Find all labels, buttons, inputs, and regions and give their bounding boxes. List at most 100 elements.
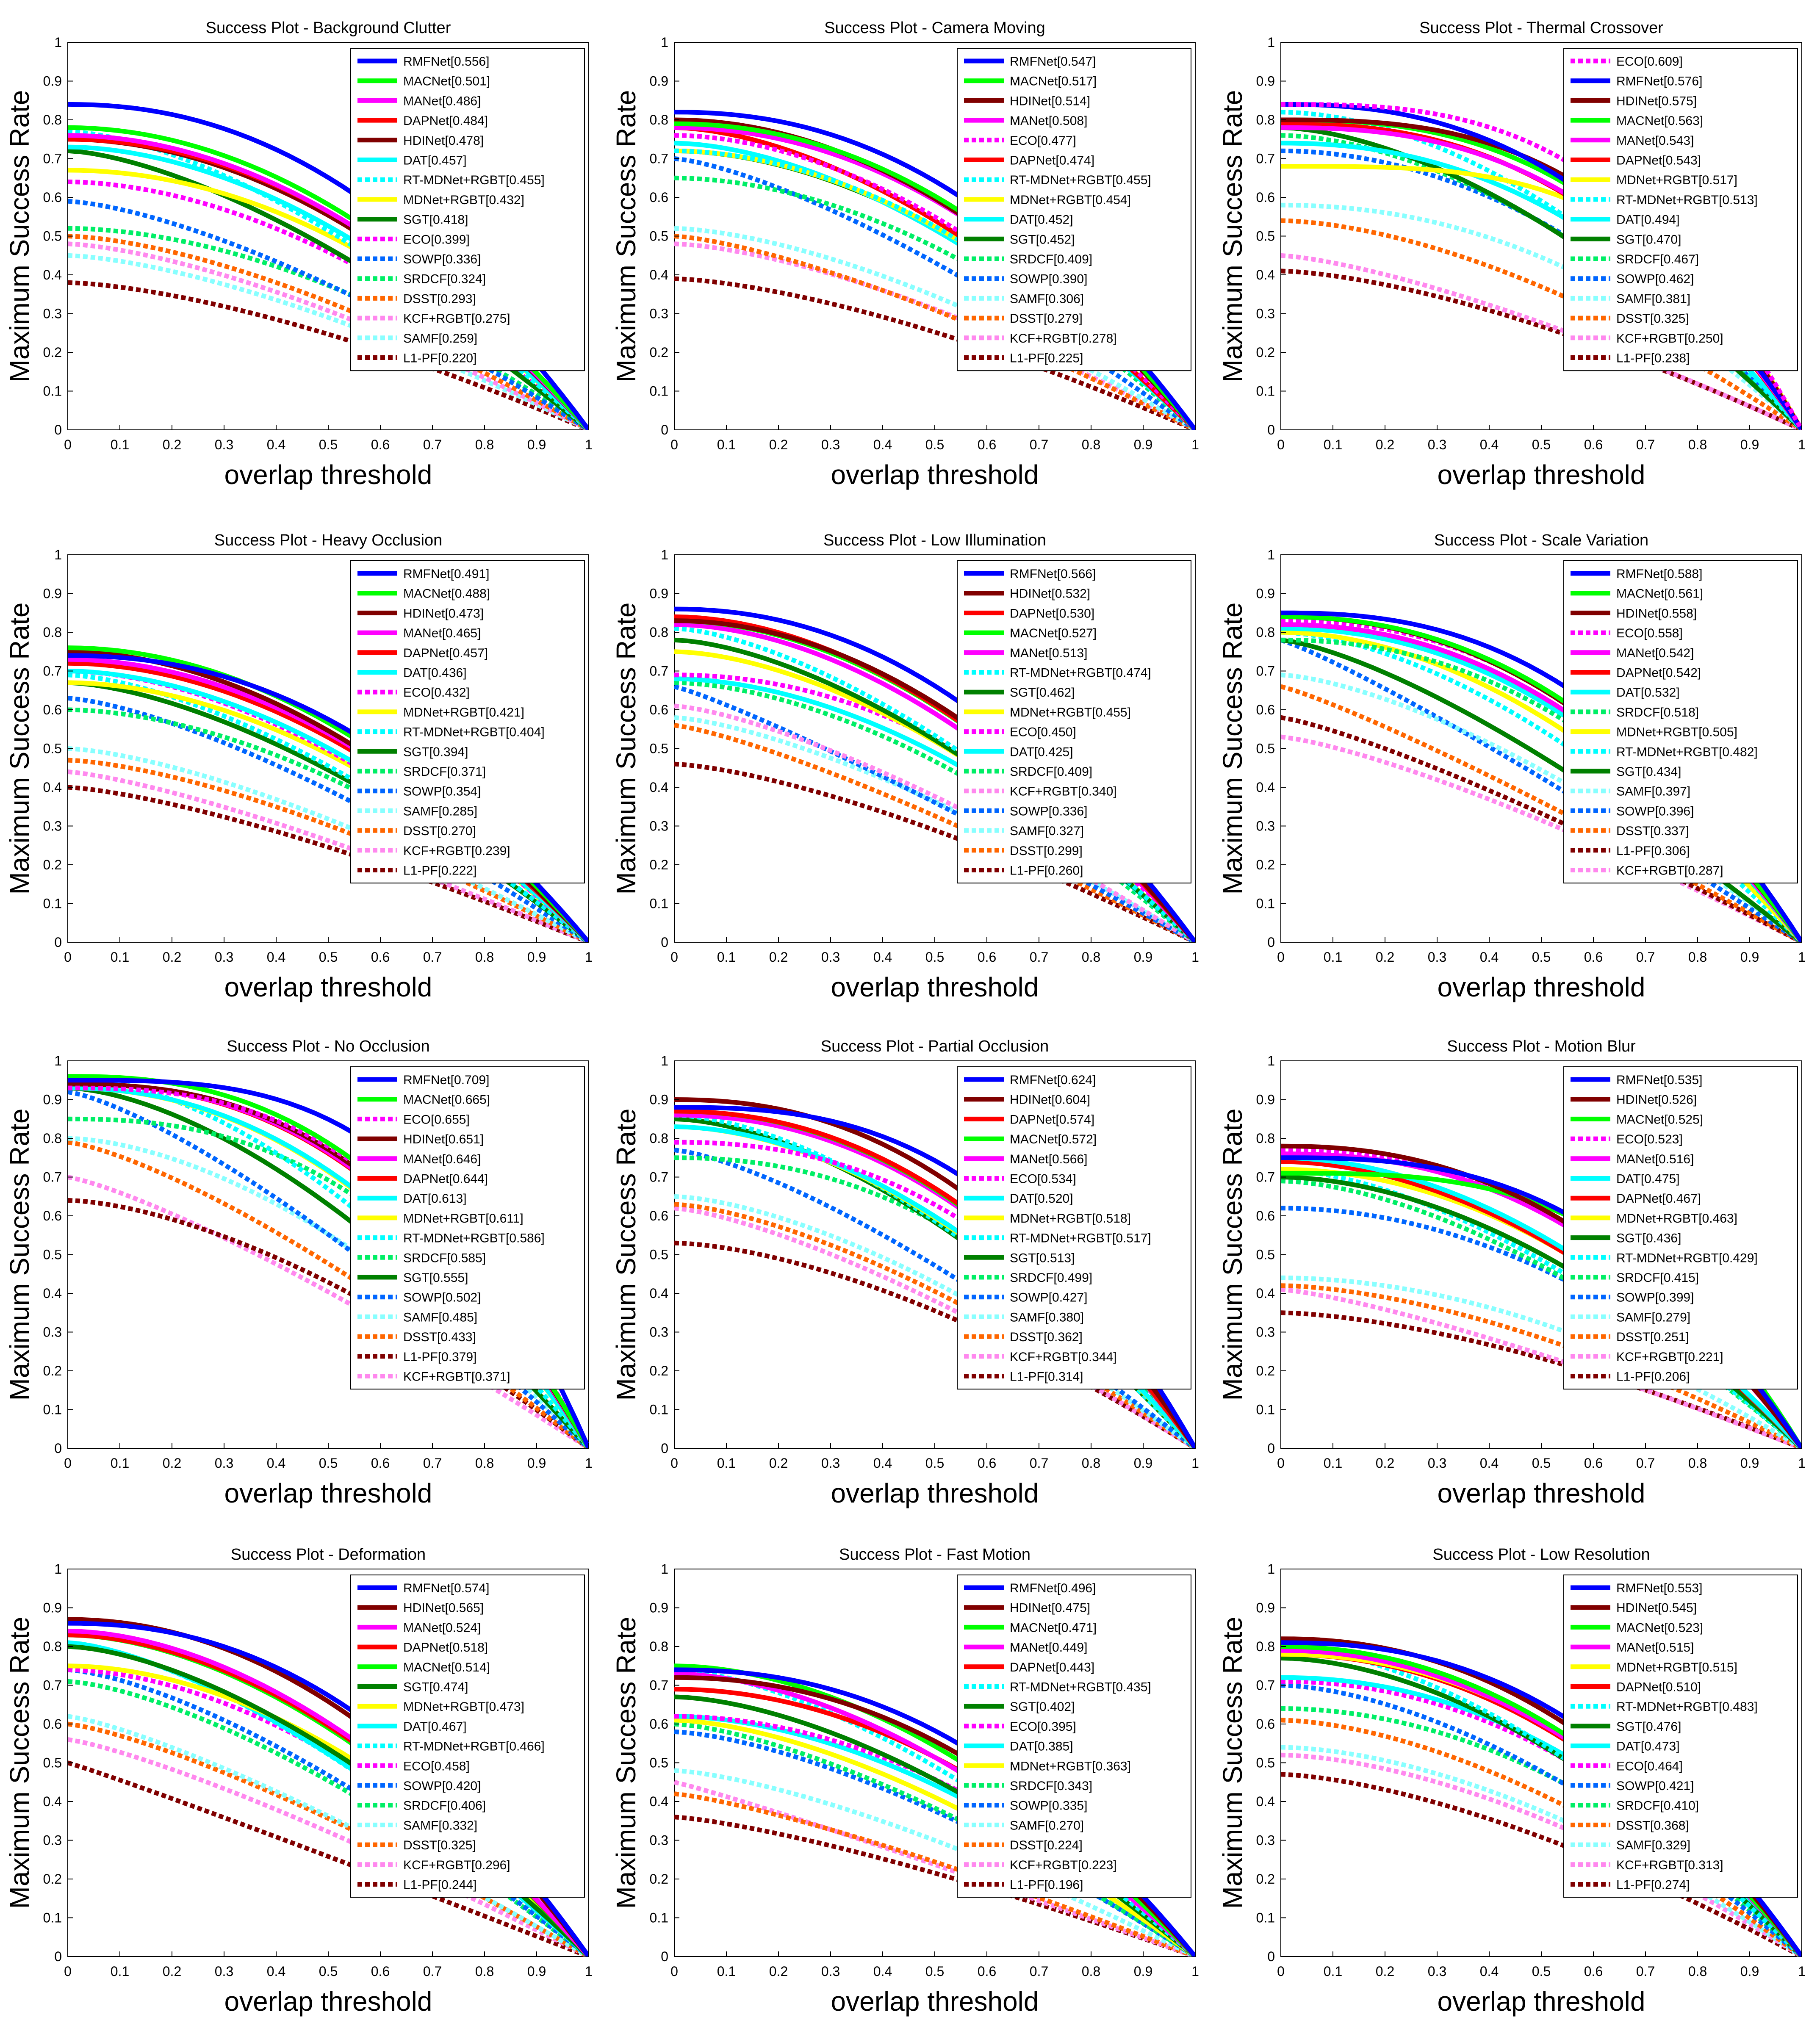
legend-series-score: 0.477 bbox=[1041, 134, 1072, 148]
legend-entry: RT-MDNet+RGBT[0.483] bbox=[1616, 1700, 1758, 1714]
series-line-l1-pf bbox=[674, 276, 1195, 430]
x-tick-label: 0.7 bbox=[1030, 949, 1048, 965]
legend-bracket: [ bbox=[471, 312, 475, 326]
x-tick-label: 0.5 bbox=[925, 1964, 944, 1979]
y-axis-label: Maximum Success Rate bbox=[611, 1617, 641, 1909]
legend-series-name: KCF+RGBT bbox=[1010, 332, 1078, 346]
legend-series-name: SAMF bbox=[1010, 292, 1045, 306]
legend-series-name: RMFNet bbox=[403, 55, 451, 69]
legend-bracket: [ bbox=[1651, 1310, 1655, 1324]
legend-bracket: ] bbox=[1690, 1779, 1694, 1793]
legend-series-name: SGT bbox=[1616, 1720, 1643, 1734]
chart-panel: Success Plot - Partial Occlusion 0 0.1 0.2 0… bbox=[611, 1038, 1199, 1508]
legend-series-name: SGT bbox=[1010, 1700, 1036, 1714]
legend-entry: DAPNet[0.574] bbox=[1010, 1112, 1094, 1126]
legend-series-score: 0.585 bbox=[451, 1251, 482, 1265]
legend-bracket: ] bbox=[487, 1660, 490, 1674]
legend-entry: RT-MDNet+RGBT[0.466] bbox=[403, 1740, 545, 1754]
legend-bracket: [ bbox=[1053, 1779, 1057, 1793]
legend-series-name: DAPNet bbox=[1010, 606, 1056, 620]
legend-bracket: [ bbox=[1045, 824, 1049, 838]
legend-series-name: RT-MDNet+RGBT bbox=[1010, 173, 1112, 187]
legend-bracket: [ bbox=[447, 765, 451, 779]
legend-series-score: 0.611 bbox=[489, 1212, 520, 1226]
legend-bracket: [ bbox=[1112, 173, 1116, 187]
legend-series-name: KCF+RGBT bbox=[1010, 785, 1078, 799]
legend-series-score: 0.409 bbox=[1057, 765, 1089, 779]
legend-bracket: [ bbox=[1655, 804, 1659, 818]
legend-series-score: 0.476 bbox=[1646, 1720, 1678, 1734]
legend-series-name: SAMF bbox=[1616, 292, 1651, 306]
legend-bracket: [ bbox=[1058, 1132, 1061, 1146]
legend-bracket: ] bbox=[482, 272, 486, 286]
legend-series-score: 0.467 bbox=[1666, 1192, 1698, 1206]
legend-series-name: MDNet+RGBT bbox=[1010, 193, 1092, 207]
x-tick-label: 0.8 bbox=[1688, 1456, 1707, 1471]
legend-series-name: RT-MDNet+RGBT bbox=[1010, 666, 1112, 680]
x-axis-label: overlap threshold bbox=[831, 1478, 1039, 1508]
legend-series-name: SRDCF bbox=[1010, 765, 1053, 779]
legend-bracket: [ bbox=[1698, 173, 1702, 187]
series-line-rt-mdnet-rgbt bbox=[674, 148, 1195, 430]
x-axis-label: overlap threshold bbox=[1438, 1478, 1645, 1508]
legend-series-score: 0.566 bbox=[1061, 567, 1092, 581]
y-tick-label: 0.5 bbox=[1256, 1247, 1275, 1262]
legend-bracket: ] bbox=[1734, 1660, 1737, 1674]
legend-bracket: ] bbox=[1734, 173, 1737, 187]
legend-bracket: [ bbox=[438, 1310, 442, 1324]
legend-entry: MACNet[0.561] bbox=[1616, 587, 1703, 601]
x-tick-label: 0.1 bbox=[1324, 437, 1342, 452]
x-axis-label: overlap threshold bbox=[1438, 459, 1645, 490]
legend-series-name: SOWP bbox=[403, 1779, 442, 1793]
x-tick-label: 0.9 bbox=[527, 1964, 546, 1979]
legend-series-score: 0.517 bbox=[1116, 1231, 1147, 1245]
y-axis-label: Maximum Success Rate bbox=[4, 603, 35, 895]
legend-series-name: ECO bbox=[1010, 134, 1037, 148]
legend-bracket: ] bbox=[1080, 1878, 1083, 1892]
legend-bracket: ] bbox=[477, 626, 481, 640]
y-axis-label: Maximum Success Rate bbox=[611, 1109, 641, 1401]
legend-series-score: 0.399 bbox=[1659, 1291, 1690, 1305]
legend-bracket: ] bbox=[1071, 232, 1075, 246]
legend-bracket: ] bbox=[1690, 1291, 1694, 1305]
x-tick-label: 0.1 bbox=[111, 949, 129, 965]
y-tick-label: 0.8 bbox=[1256, 625, 1275, 640]
legend-bracket: [ bbox=[1641, 213, 1645, 227]
legend-bracket: [ bbox=[1092, 1759, 1096, 1773]
legend-bracket: ] bbox=[1089, 252, 1092, 266]
legend-bracket: [ bbox=[451, 55, 454, 69]
legend-series-score: 0.542 bbox=[1659, 646, 1690, 660]
series-line-dsst bbox=[1281, 1283, 1802, 1448]
legend-series-score: 0.575 bbox=[1662, 94, 1693, 108]
legend-bracket: ] bbox=[487, 587, 490, 601]
legend-entry: SAMF[0.485] bbox=[403, 1310, 477, 1324]
x-tick-label: 0 bbox=[670, 1456, 678, 1471]
legend-series-name: L1-PF bbox=[1010, 1878, 1044, 1892]
legend-series-score: 0.586 bbox=[509, 1231, 541, 1245]
series-line-kcf-rgbt bbox=[674, 1206, 1195, 1448]
legend-entry: ECO[0.523] bbox=[1616, 1132, 1683, 1146]
y-tick-label: 0.9 bbox=[650, 74, 668, 89]
legend-bracket: ] bbox=[1072, 725, 1076, 739]
legend-bracket: ] bbox=[1087, 94, 1090, 108]
legend-bracket: [ bbox=[445, 606, 449, 620]
legend-bracket: ] bbox=[1690, 134, 1694, 148]
legend-entry: MACNet[0.665] bbox=[403, 1093, 490, 1107]
legend-series-score: 0.462 bbox=[1659, 272, 1690, 286]
legend-entry: DSST[0.433] bbox=[403, 1330, 476, 1344]
y-tick-label: 1 bbox=[1267, 1561, 1275, 1577]
legend-series-name: RT-MDNet+RGBT bbox=[403, 1740, 506, 1754]
legend-series-name: DAT bbox=[403, 1720, 428, 1734]
x-tick-label: 0.2 bbox=[163, 949, 181, 965]
x-tick-label: 0.7 bbox=[423, 1964, 442, 1979]
y-tick-label: 0.8 bbox=[650, 1639, 668, 1654]
legend-entry: DAT[0.475] bbox=[1616, 1172, 1680, 1186]
legend-entry: SGT[0.394] bbox=[403, 745, 468, 759]
legend-series-score: 0.457 bbox=[431, 154, 463, 168]
legend-bracket: ] bbox=[1685, 312, 1689, 326]
legend-bracket: ] bbox=[487, 1093, 490, 1107]
y-tick-label: 1 bbox=[661, 547, 668, 562]
x-tick-label: 0.2 bbox=[769, 1456, 788, 1471]
legend-entry: L1-PF[0.238] bbox=[1616, 351, 1690, 365]
legend-series-name: ECO bbox=[1616, 55, 1644, 69]
